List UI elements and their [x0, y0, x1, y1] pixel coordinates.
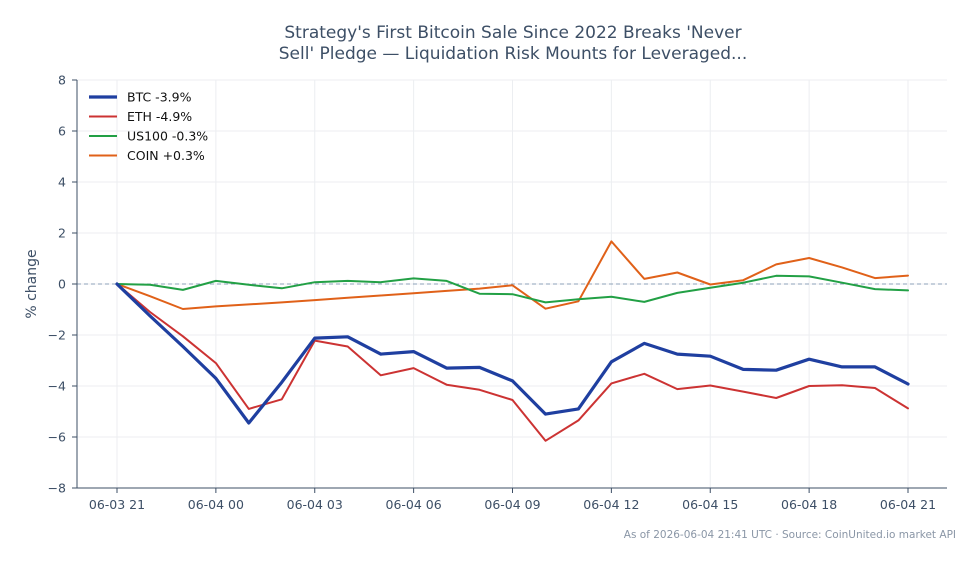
y-tick-label: 4	[58, 175, 66, 190]
x-tick-label: 06-04 06	[386, 497, 442, 512]
series-line-btc	[115, 282, 910, 425]
y-tick-label: 0	[58, 277, 66, 292]
y-tick-label: 6	[58, 124, 66, 139]
series-line-coin	[116, 240, 909, 310]
x-tick-label: 06-04 03	[287, 497, 343, 512]
legend-label-coin: COIN +0.3%	[127, 148, 205, 163]
x-tick-label: 06-04 15	[682, 497, 738, 512]
y-tick-label: −2	[48, 328, 66, 343]
x-tick-label: 06-04 21	[880, 497, 936, 512]
x-tick-label: 06-04 12	[583, 497, 639, 512]
series-layer	[115, 240, 910, 442]
x-tick-label: 06-03 21	[89, 497, 145, 512]
legend-label-us100: US100 -0.3%	[127, 129, 208, 144]
legend: BTC -3.9% ETH -4.9% US100 -0.3% COIN +0.3%	[89, 90, 208, 163]
footer-source: As of 2026-06-04 21:41 UTC · Source: Coi…	[624, 529, 956, 541]
legend-label-btc: BTC -3.9%	[127, 90, 192, 105]
y-tick-label: −8	[48, 481, 66, 496]
chart-title-line-1: Strategy's First Bitcoin Sale Since 2022…	[284, 23, 741, 43]
y-axis-label: % change	[24, 249, 40, 318]
legend-label-eth: ETH -4.9%	[127, 109, 192, 124]
series-line-eth	[116, 283, 909, 442]
x-tick-label: 06-04 09	[484, 497, 540, 512]
chart-title-line-2: Sell' Pledge — Liquidation Risk Mounts f…	[279, 44, 748, 64]
x-tick-label: 06-04 18	[781, 497, 837, 512]
series-line-us100	[116, 274, 909, 304]
y-tick-label: −6	[48, 430, 66, 445]
x-ticks: 06-03 21 06-04 00 06-04 03 06-04 06 06-04 09…	[89, 488, 936, 512]
y-tick-label: −4	[48, 379, 66, 394]
x-tick-label: 06-04 00	[188, 497, 244, 512]
y-ticks: −8 −6 −4 −2 0 2 4 6 8	[48, 73, 77, 496]
y-tick-label: 8	[58, 73, 66, 88]
y-tick-label: 2	[58, 226, 66, 241]
